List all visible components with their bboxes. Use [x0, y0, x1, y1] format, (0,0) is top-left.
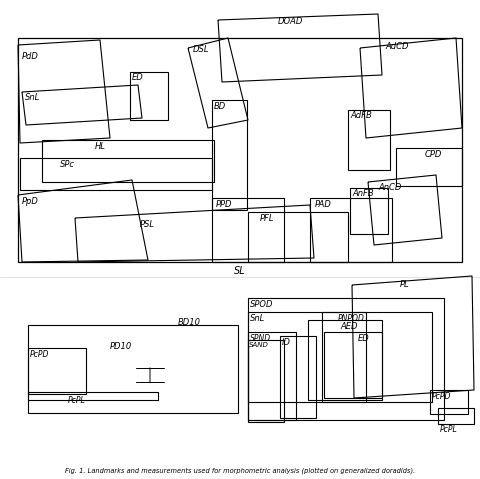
Bar — [20, 158, 212, 190]
Text: SAND: SAND — [249, 342, 269, 348]
Bar — [212, 198, 284, 262]
Text: PAD: PAD — [315, 200, 332, 209]
Bar — [28, 325, 238, 413]
Text: AdCD: AdCD — [385, 42, 408, 51]
Bar — [308, 320, 382, 400]
Bar — [430, 390, 468, 414]
Text: ID: ID — [282, 338, 291, 347]
Bar — [42, 140, 214, 182]
Bar — [310, 198, 392, 262]
Text: DOAD: DOAD — [278, 17, 303, 26]
Bar — [350, 188, 388, 234]
Text: SPc: SPc — [60, 160, 75, 169]
Text: PdD: PdD — [22, 52, 39, 61]
Text: HL: HL — [95, 142, 106, 151]
Bar — [322, 312, 432, 402]
Text: PNPOD: PNPOD — [338, 314, 365, 323]
Bar — [248, 312, 366, 402]
Text: AnCD: AnCD — [378, 183, 401, 192]
Text: PFL: PFL — [260, 214, 275, 223]
Text: PL: PL — [400, 280, 409, 289]
Bar — [396, 148, 462, 186]
Bar — [348, 110, 390, 170]
Text: SL: SL — [234, 266, 246, 276]
Bar — [18, 38, 462, 262]
Text: PD10: PD10 — [110, 342, 132, 351]
Bar — [130, 72, 168, 120]
Text: DSL: DSL — [193, 45, 209, 54]
Bar — [248, 340, 284, 422]
Text: PcPL: PcPL — [68, 396, 86, 405]
Text: AnFB: AnFB — [352, 189, 373, 198]
Bar — [248, 298, 444, 420]
Text: PcPL: PcPL — [440, 425, 458, 434]
Bar — [438, 408, 474, 424]
Text: AdFB: AdFB — [350, 111, 372, 120]
Text: SPOD: SPOD — [250, 300, 274, 309]
Text: SnL: SnL — [250, 314, 265, 323]
Text: AED: AED — [340, 322, 358, 331]
Text: ED: ED — [358, 334, 370, 343]
Bar — [248, 212, 348, 262]
Text: PcPD: PcPD — [30, 350, 49, 359]
Text: BD: BD — [214, 102, 226, 111]
Bar — [212, 100, 247, 210]
Text: Fig. 1. Landmarks and measurements used for morphometric analysis (plotted on ge: Fig. 1. Landmarks and measurements used … — [65, 468, 415, 474]
Text: SPND: SPND — [250, 334, 271, 343]
Text: PcPD: PcPD — [432, 392, 451, 401]
Bar — [280, 336, 316, 418]
Text: PpD: PpD — [22, 197, 39, 206]
Text: SnL: SnL — [25, 93, 40, 102]
Text: ED: ED — [132, 73, 144, 82]
Text: PPD: PPD — [216, 200, 232, 209]
Bar — [248, 332, 296, 420]
Text: BD10: BD10 — [178, 318, 201, 327]
Text: PSL: PSL — [140, 220, 155, 229]
Bar — [28, 348, 86, 394]
Bar — [324, 332, 382, 398]
Text: CPD: CPD — [425, 150, 443, 159]
